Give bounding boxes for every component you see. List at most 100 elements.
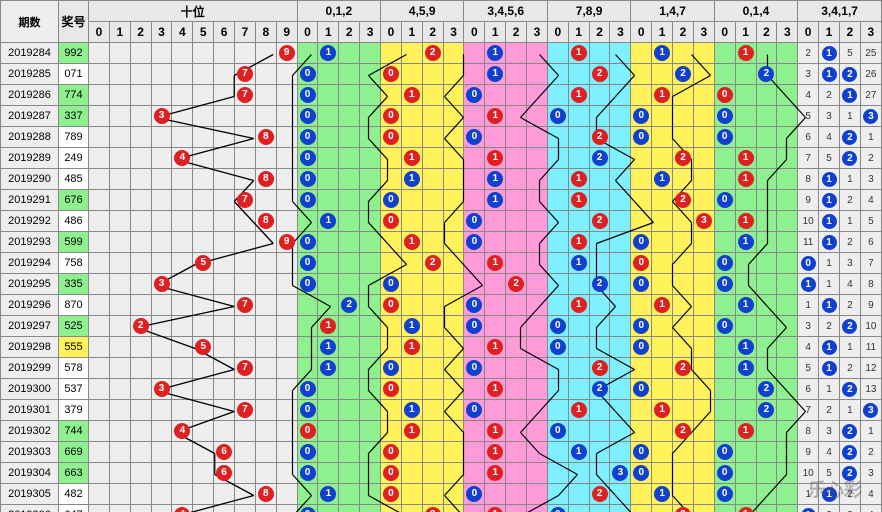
group-ball: 1 (404, 150, 420, 166)
group-cell (381, 400, 402, 421)
group-ball: 2 (592, 213, 608, 229)
digit-cell: 2 (130, 316, 151, 337)
group-ball: 1 (571, 402, 587, 418)
digit-ball: 4 (174, 507, 190, 512)
group-cell (506, 463, 527, 484)
group-cell: 2 (756, 400, 777, 421)
group-cell (693, 295, 714, 316)
group-cell (527, 169, 548, 190)
group-ball: 0 (300, 192, 316, 208)
group-cell (527, 316, 548, 337)
group-cell (756, 190, 777, 211)
group-cell (777, 43, 798, 64)
group-cell: 1 (735, 505, 756, 512)
last-cell: 8 (798, 421, 819, 442)
award-cell: 486 (59, 211, 89, 232)
digit-cell (193, 316, 214, 337)
group-cell: 0 (297, 463, 318, 484)
group-cell (422, 274, 443, 295)
group-cell (360, 253, 381, 274)
group-ball: 0 (717, 276, 733, 292)
group-cell (610, 64, 631, 85)
digit-cell (89, 379, 110, 400)
last-cell: 3 (839, 505, 860, 512)
group-cell: 2 (589, 358, 610, 379)
group-ball: 1 (738, 360, 754, 376)
group-cell: 0 (297, 64, 318, 85)
digit-cell: 8 (255, 211, 276, 232)
group-cell (610, 232, 631, 253)
digit-ball: 3 (154, 276, 170, 292)
last-cell: 1 (819, 169, 840, 190)
digit-cell (109, 463, 130, 484)
group-cell (527, 232, 548, 253)
last-ball: 1 (822, 361, 837, 376)
group-ball: 0 (300, 465, 316, 481)
group-cell: 1 (401, 169, 422, 190)
group-cell (652, 316, 673, 337)
group-cell (464, 421, 485, 442)
group-cell (735, 484, 756, 505)
group-cell (673, 337, 694, 358)
digit-cell (151, 484, 172, 505)
digit-cell (109, 358, 130, 379)
group-cell (631, 211, 652, 232)
table-row: 2019297525211000032210 (1, 316, 882, 337)
group-ball: 0 (300, 66, 316, 82)
digit-ball: 8 (258, 486, 274, 502)
digit-cell (151, 190, 172, 211)
award-cell: 744 (59, 421, 89, 442)
digit-cell (276, 484, 297, 505)
last-cell: 12 (860, 358, 881, 379)
group-ball: 0 (633, 444, 649, 460)
group-ball: 0 (466, 318, 482, 334)
group-ball: 1 (487, 108, 503, 124)
group-cell (777, 232, 798, 253)
group-cell (401, 379, 422, 400)
digit-cell (89, 169, 110, 190)
digit-cell (214, 253, 235, 274)
group-cell (339, 337, 360, 358)
last-cell: 2 (798, 43, 819, 64)
group-cell (777, 316, 798, 337)
group-ball: 0 (633, 381, 649, 397)
group-cell (527, 211, 548, 232)
award-cell: 774 (59, 85, 89, 106)
digit-cell (276, 316, 297, 337)
last-ball: 1 (822, 172, 837, 187)
group-cell (527, 400, 548, 421)
group-cell (339, 463, 360, 484)
group-ball: 2 (675, 507, 691, 512)
group-cell (506, 106, 527, 127)
group-cell (777, 505, 798, 512)
table-row: 2019293599901010111126 (1, 232, 882, 253)
group-ball: 1 (571, 255, 587, 271)
digit-cell (89, 43, 110, 64)
digit-cell (255, 463, 276, 484)
last-cell: 5 (819, 148, 840, 169)
group-cell (652, 64, 673, 85)
group-ball: 0 (383, 108, 399, 124)
group-cell (693, 106, 714, 127)
group-cell (422, 169, 443, 190)
group-cell: 0 (381, 64, 402, 85)
group-cell (360, 190, 381, 211)
group-cell (381, 148, 402, 169)
group-cell (401, 211, 422, 232)
group-cell (422, 316, 443, 337)
group-cell (297, 358, 318, 379)
digit-ball: 8 (258, 171, 274, 187)
group-cell: 0 (297, 274, 318, 295)
group-cell (360, 463, 381, 484)
digit-cell (172, 463, 193, 484)
group-ball: 0 (550, 423, 566, 439)
digit-cell (151, 316, 172, 337)
group-cell (360, 274, 381, 295)
group-cell: 0 (714, 463, 735, 484)
last-cell: 2 (819, 85, 840, 106)
group-cell (464, 442, 485, 463)
digit-ball: 6 (216, 465, 232, 481)
group-ball: 0 (383, 360, 399, 376)
group-cell (443, 358, 464, 379)
group-cell (318, 169, 339, 190)
